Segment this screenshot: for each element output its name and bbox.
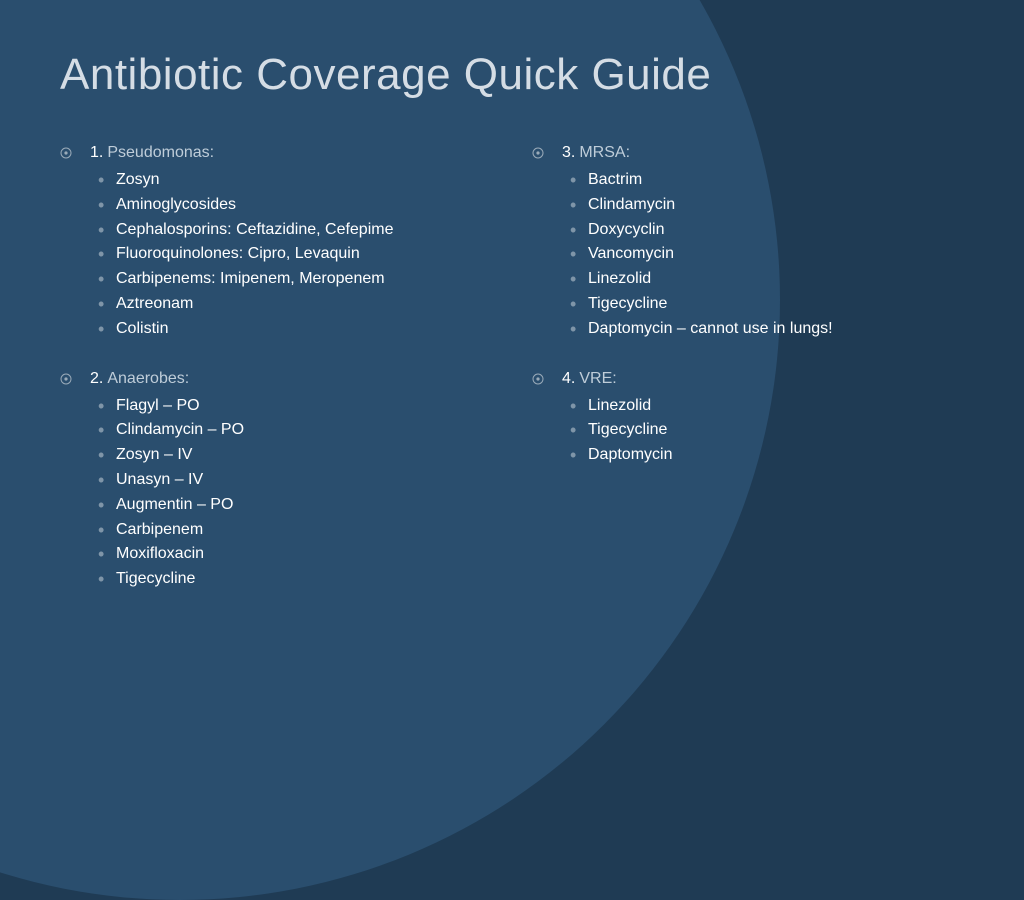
list-item: Unasyn – IV bbox=[116, 468, 492, 493]
column-left: 1. Pseudomonas: ZosynAminoglycosidesCepha… bbox=[60, 144, 492, 620]
list-item: Vancomycin bbox=[588, 242, 964, 267]
section-header: 4. VRE: bbox=[532, 370, 964, 388]
list-item: Daptomycin bbox=[588, 443, 964, 468]
section-number: 1. bbox=[90, 144, 103, 162]
list-item: Aztreonam bbox=[116, 292, 492, 317]
list-item: Zosyn – IV bbox=[116, 443, 492, 468]
list-item: Aminoglycosides bbox=[116, 193, 492, 218]
item-list: Flagyl – POClindamycin – POZosyn – IVUna… bbox=[60, 394, 492, 592]
list-item: Clindamycin – PO bbox=[116, 418, 492, 443]
item-list: BactrimClindamycinDoxycyclinVancomycinLi… bbox=[532, 168, 964, 342]
slide-content: Antibiotic Coverage Quick Guide 1. Pseud… bbox=[0, 0, 1024, 620]
section: 2. Anaerobes: Flagyl – POClindamycin – PO… bbox=[60, 370, 492, 592]
list-item: Fluoroquinolones: Cipro, Levaquin bbox=[116, 242, 492, 267]
section-label: Anaerobes: bbox=[107, 370, 189, 388]
list-item: Carbipenems: Imipenem, Meropenem bbox=[116, 267, 492, 292]
list-item: Moxifloxacin bbox=[116, 542, 492, 567]
section: 1. Pseudomonas: ZosynAminoglycosidesCepha… bbox=[60, 144, 492, 342]
section-label: MRSA: bbox=[579, 144, 630, 162]
bullet-odot-icon bbox=[532, 373, 544, 385]
section-header: 3. MRSA: bbox=[532, 144, 964, 162]
list-item: Tigecycline bbox=[588, 418, 964, 443]
section: 3. MRSA: BactrimClindamycinDoxycyclinVanc… bbox=[532, 144, 964, 342]
section-number: 4. bbox=[562, 370, 575, 388]
section-header: 1. Pseudomonas: bbox=[60, 144, 492, 162]
list-item: Augmentin – PO bbox=[116, 493, 492, 518]
section-number: 2. bbox=[90, 370, 103, 388]
list-item: Doxycyclin bbox=[588, 218, 964, 243]
page-title: Antibiotic Coverage Quick Guide bbox=[60, 50, 964, 100]
item-list: LinezolidTigecyclineDaptomycin bbox=[532, 394, 964, 468]
list-item: Zosyn bbox=[116, 168, 492, 193]
list-item: Clindamycin bbox=[588, 193, 964, 218]
columns-container: 1. Pseudomonas: ZosynAminoglycosidesCepha… bbox=[60, 144, 964, 620]
bullet-odot-icon bbox=[532, 147, 544, 159]
section-label: Pseudomonas: bbox=[107, 144, 214, 162]
list-item: Tigecycline bbox=[116, 567, 492, 592]
section: 4. VRE: LinezolidTigecyclineDaptomycin bbox=[532, 370, 964, 468]
list-item: Daptomycin – cannot use in lungs! bbox=[588, 317, 964, 342]
section-header: 2. Anaerobes: bbox=[60, 370, 492, 388]
list-item: Linezolid bbox=[588, 267, 964, 292]
section-number: 3. bbox=[562, 144, 575, 162]
bullet-odot-icon bbox=[60, 147, 72, 159]
item-list: ZosynAminoglycosidesCephalosporins: Ceft… bbox=[60, 168, 492, 342]
list-item: Flagyl – PO bbox=[116, 394, 492, 419]
bullet-odot-icon bbox=[60, 373, 72, 385]
list-item: Linezolid bbox=[588, 394, 964, 419]
list-item: Colistin bbox=[116, 317, 492, 342]
column-right: 3. MRSA: BactrimClindamycinDoxycyclinVanc… bbox=[532, 144, 964, 620]
list-item: Carbipenem bbox=[116, 518, 492, 543]
list-item: Tigecycline bbox=[588, 292, 964, 317]
list-item: Cephalosporins: Ceftazidine, Cefepime bbox=[116, 218, 492, 243]
section-label: VRE: bbox=[579, 370, 616, 388]
list-item: Bactrim bbox=[588, 168, 964, 193]
